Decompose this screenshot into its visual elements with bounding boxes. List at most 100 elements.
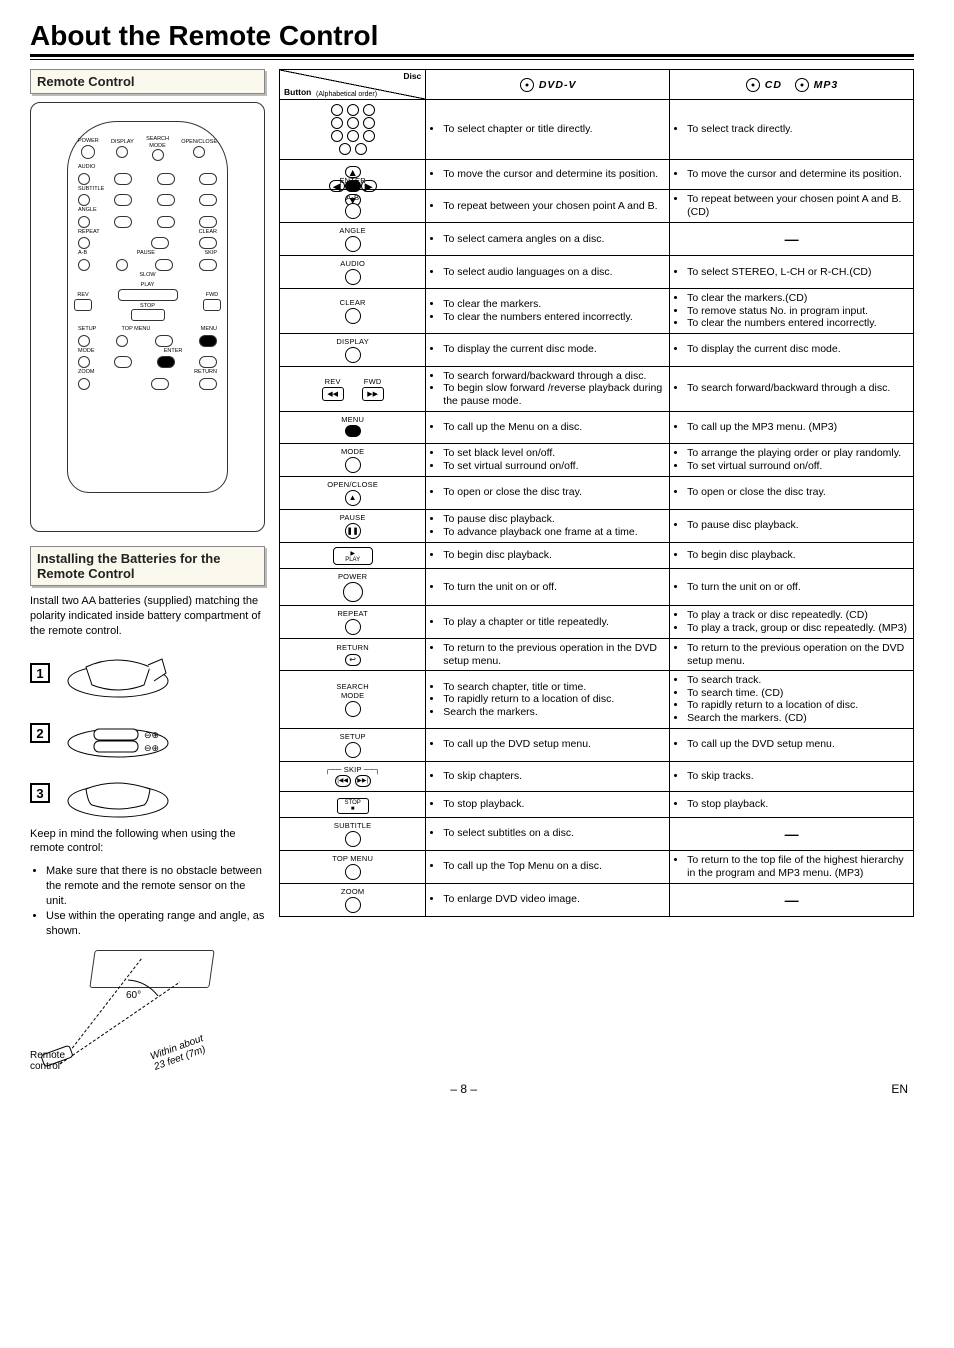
table-row: REPEAT To play a chapter or title repeat… (280, 606, 914, 639)
rl-mode: MODE (78, 349, 95, 355)
cd-cell-audiob: To select STEREO, L-CH or R-CH.(CD) (670, 256, 914, 289)
dvd-cell-setupb: To call up the DVD setup menu. (426, 728, 670, 761)
rl-display: DISPLAY (111, 139, 134, 145)
cd-cell-mode: To arrange the playing order or play ran… (670, 443, 914, 476)
section-batteries: Installing the Batteries for the Remote … (30, 546, 265, 586)
cd-cell-display: To display the current disc mode. (670, 333, 914, 366)
battery-step-2: 2 ⊖⊕⊖⊕ (30, 707, 265, 761)
dvd-cell-stop: To stop playback. (426, 791, 670, 817)
page-lang: EN (891, 1082, 908, 1096)
dvd-cell-return: To return to the previous operation in t… (426, 639, 670, 671)
rl-subtitle: SUBTITLE (78, 187, 104, 193)
btn-cell-pause: PAUSE❚❚ (280, 509, 426, 542)
hdr-alpha: (Alphabetical order) (316, 91, 377, 98)
dvd-cell-skip: To skip chapters. (426, 761, 670, 791)
notes-list: Make sure that there is no obstacle betw… (30, 864, 265, 938)
table-row: OPEN/CLOSE▲ To open or close the disc tr… (280, 476, 914, 509)
rl-menu: MENU (201, 327, 217, 333)
cd-cell-clear: To clear the markers.(CD)To remove statu… (670, 289, 914, 334)
dvd-cell-clear: To clear the markers.To clear the number… (426, 289, 670, 334)
cd-cell-nav: To move the cursor and determine its pos… (670, 160, 914, 190)
btn-cell-return: RETURN↩ (280, 639, 426, 671)
rl-return: RETURN (194, 370, 217, 376)
btn-cell-angle: ANGLE (280, 223, 426, 256)
hdr-button: Button (284, 88, 311, 97)
dvd-cell-repeat: To play a chapter or title repeatedly. (426, 606, 670, 639)
btn-cell-stop: STOP■ (280, 791, 426, 817)
btn-cell-search: SEARCH MODE (280, 671, 426, 728)
dvd-cell-play: To begin disc playback. (426, 542, 670, 569)
rl-pause: PAUSE (137, 251, 155, 257)
page-number: – 8 – (450, 1082, 477, 1096)
table-row: ▶PLAY To begin disc playback. To begin d… (280, 542, 914, 569)
rl-fwd: FWD (206, 292, 219, 298)
rl-angle: ANGLE (78, 208, 97, 214)
rl-slow: SLOW (139, 273, 155, 279)
table-row: ┌── SKIP ──┐ |◀◀ ▶▶| To skip chapters. T… (280, 761, 914, 791)
table-row: POWER To turn the unit on or off. To tur… (280, 569, 914, 606)
dvd-cell-display: To display the current disc mode. (426, 333, 670, 366)
dvd-cell-topmenu: To call up the Top Menu on a disc. (426, 850, 670, 883)
cd-cell-play: To begin disc playback. (670, 542, 914, 569)
rl-rev: REV (77, 292, 88, 298)
dvd-cell-power: To turn the unit on or off. (426, 569, 670, 606)
cd-cell-return: To return to the previous operation on t… (670, 639, 914, 671)
btn-cell-repeat: REPEAT (280, 606, 426, 639)
right-column: Disc Button (Alphabetical order) DVD-V C… (279, 69, 914, 1076)
table-row: RETURN↩ To return to the previous operat… (280, 639, 914, 671)
btn-cell-topmenu: TOP MENU (280, 850, 426, 883)
cd-cell-menu: To call up the MP3 menu. (MP3) (670, 411, 914, 443)
table-row: ▲ ◀▶ ▼ ENTER To move the cursor and dete… (280, 160, 914, 190)
dvd-cell-zoom: To enlarge DVD video image. (426, 883, 670, 916)
rl-audio: AUDIO (78, 165, 95, 171)
rl-topmenu: TOP MENU (122, 327, 151, 333)
dvd-cell-search: To search chapter, title or time.To rapi… (426, 671, 670, 728)
range-diagram: Remote control Within about 23 feet (7m)… (30, 946, 220, 1076)
btn-cell-menu: MENU (280, 411, 426, 443)
table-row: SEARCH MODE To search chapter, title or … (280, 671, 914, 728)
header-dvd: DVD-V (426, 70, 670, 100)
hdr-disc: Disc (403, 72, 421, 81)
range-remote-label: Remote control (30, 1050, 65, 1072)
table-row: SETUP To call up the DVD setup menu. To … (280, 728, 914, 761)
cd-cell-revfwd: To search forward/backward through a dis… (670, 366, 914, 411)
table-row: DISPLAY To display the current disc mode… (280, 333, 914, 366)
btn-cell-zoom: ZOOM (280, 883, 426, 916)
rl-repeat: REPEAT (78, 230, 100, 236)
note-item: Use within the operating range and angle… (46, 909, 265, 939)
table-row: PAUSE❚❚ To pause disc playback.To advanc… (280, 509, 914, 542)
table-row: TOP MENU To call up the Top Menu on a di… (280, 850, 914, 883)
hdr-dvd-label: DVD-V (539, 78, 577, 90)
cd-cell-subtitleb: — (670, 817, 914, 850)
range-angle: 60° (126, 990, 141, 1001)
rl-search: SEARCH MODE (146, 136, 169, 149)
dvd-cell-revfwd: To search forward/backward through a dis… (426, 366, 670, 411)
btn-cell-clear: CLEAR (280, 289, 426, 334)
table-row: REV◀◀ FWD▶▶ To search forward/backward t… (280, 366, 914, 411)
dvd-cell-mode: To set black level on/off.To set virtual… (426, 443, 670, 476)
btn-cell-skip: ┌── SKIP ──┐ |◀◀ ▶▶| (280, 761, 426, 791)
remote-illustration: POWER DISPLAY SEARCH MODE OPEN/CLOSE AUD… (30, 102, 265, 532)
btn-cell-display: DISPLAY (280, 333, 426, 366)
table-row: ANGLE To select camera angles on a disc.… (280, 223, 914, 256)
rl-zoom: ZOOM (78, 370, 95, 376)
dvd-cell-ab: To repeat between your chosen point A an… (426, 190, 670, 223)
btn-cell-ab: A-B (280, 190, 426, 223)
table-row: STOP■ To stop playback. To stop playback… (280, 791, 914, 817)
hdr-cd-label: CD (765, 78, 782, 90)
btn-cell-audiob: AUDIO (280, 256, 426, 289)
btn-cell-mode: MODE (280, 443, 426, 476)
page-title: About the Remote Control (30, 20, 914, 57)
dvd-cell-nav: To move the cursor and determine its pos… (426, 160, 670, 190)
svg-text:⊖⊕: ⊖⊕ (144, 730, 159, 740)
left-column: Remote Control POWER DISPLAY SEARCH MODE… (30, 69, 265, 1076)
dvd-cell-menu: To call up the Menu on a disc. (426, 411, 670, 443)
dvd-cell-numpad: To select chapter or title directly. (426, 100, 670, 160)
rl-ab: A-B (78, 251, 87, 257)
notes-intro: Keep in mind the following when using th… (30, 827, 265, 857)
btn-cell-power: POWER (280, 569, 426, 606)
btn-cell-revfwd: REV◀◀ FWD▶▶ (280, 366, 426, 411)
battery-step-3: 3 (30, 767, 265, 821)
btn-cell-subtitleb: SUBTITLE (280, 817, 426, 850)
page-footer: – 8 – EN (30, 1082, 914, 1096)
